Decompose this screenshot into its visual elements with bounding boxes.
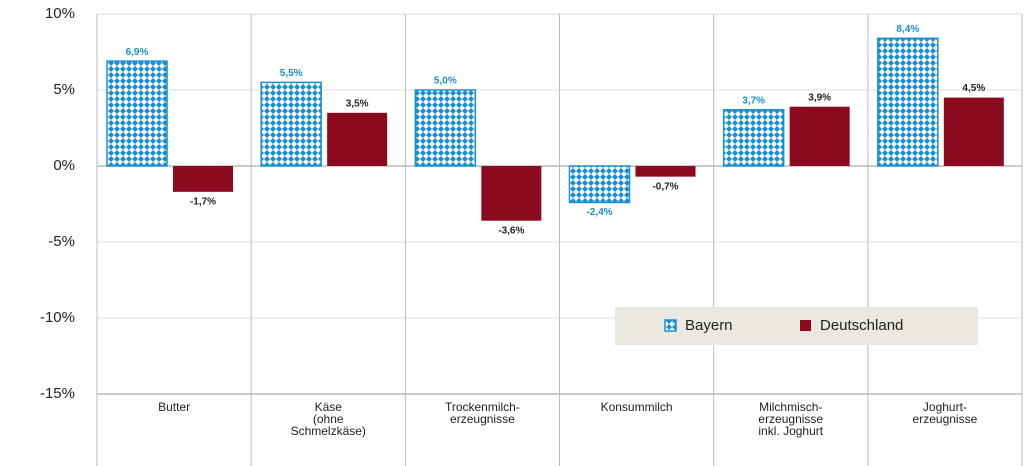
value-label: -3,6% (498, 225, 524, 236)
bar (789, 106, 850, 166)
bar (943, 97, 1004, 166)
x-tick-label-line: Butter (158, 400, 190, 414)
legend-label: Deutschland (820, 317, 903, 334)
value-label: -1,7% (190, 196, 216, 207)
x-tick-label-line: Joghurt- (923, 400, 967, 414)
x-tick-label: Konsummilch (601, 400, 673, 414)
value-label: 3,5% (346, 98, 369, 109)
y-tick-label: -15% (40, 385, 75, 402)
x-tick-label-line: inkl. Joghurt (758, 424, 823, 438)
x-tick-label-line: erzeugnisse (450, 412, 515, 426)
value-label: 8,4% (896, 24, 919, 35)
x-tick-label-line: Milchmisch- (759, 400, 822, 414)
bar (327, 112, 388, 166)
value-label: -2,4% (586, 207, 612, 218)
bar (481, 166, 542, 221)
x-tick-label-line: Trockenmilch- (445, 400, 520, 414)
y-tick-label: 10% (45, 5, 75, 22)
legend-swatch (800, 320, 811, 331)
value-label: 4,5% (962, 83, 985, 94)
y-tick-label: -5% (48, 233, 75, 250)
legend-swatch (664, 319, 677, 332)
x-tick-label: Trockenmilch-erzeugnisse (445, 400, 520, 426)
x-tick-label-line: erzeugnisse (913, 412, 978, 426)
x-tick-label-line: (ohne (313, 412, 344, 426)
bar (106, 60, 168, 167)
value-label: 3,9% (808, 92, 831, 103)
x-tick-label-line: Schmelzkäse) (291, 424, 366, 438)
bar (173, 166, 233, 192)
value-label: -0,7% (652, 181, 678, 192)
y-tick-label: 0% (53, 157, 75, 174)
x-tick-label: Milchmisch-erzeugnisse inkl. Joghurt (758, 400, 823, 438)
value-label: 5,5% (280, 68, 303, 79)
value-label: 6,9% (126, 47, 149, 58)
x-tick-label: Käse (ohne Schmelzkäse) (291, 400, 366, 438)
x-tick-label-line: Käse (315, 400, 343, 414)
bar (260, 81, 322, 167)
bar (877, 37, 939, 167)
value-label: 5,0% (434, 76, 457, 87)
x-tick-label: Joghurt-erzeugnisse (913, 400, 978, 426)
x-tick-label-line: Konsummilch (601, 400, 673, 414)
y-tick-label: -10% (40, 309, 75, 326)
bar (568, 165, 631, 204)
bar (635, 166, 696, 177)
bar (722, 109, 785, 167)
x-tick-label-line: erzeugnisse (758, 412, 823, 426)
legend-label: Bayern (685, 317, 733, 334)
bar (414, 89, 477, 167)
x-tick-label: Butter (158, 400, 190, 414)
y-tick-label: 5% (53, 81, 75, 98)
value-label: 3,7% (742, 95, 765, 106)
